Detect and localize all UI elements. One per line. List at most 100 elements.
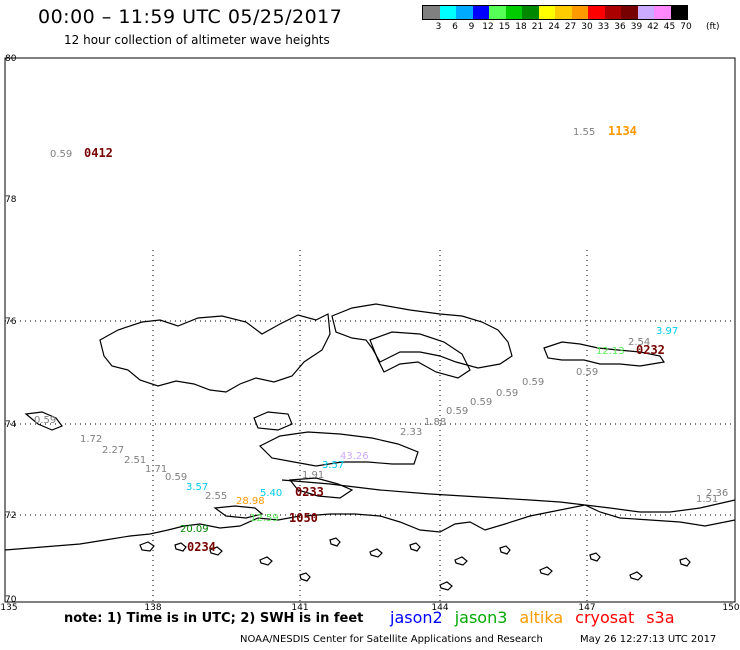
lake-5	[369, 548, 383, 558]
satellite-name: s3a	[646, 608, 675, 627]
wave-height-value: 43.26	[340, 451, 369, 462]
stolbovoy-island	[24, 411, 63, 431]
legend-label: 6	[452, 22, 458, 32]
wave-height-value: 2.36	[706, 488, 728, 499]
longitude-label: 150	[722, 603, 739, 613]
legend-unit: (ft)	[706, 22, 720, 32]
satellite-name: jason2	[390, 608, 443, 627]
latitude-label: 74	[5, 420, 17, 430]
wave-height-value: 1.55	[573, 127, 595, 138]
faddeyevsky-island	[369, 331, 471, 379]
latitude-label: 70	[5, 595, 17, 605]
legend-label: 3	[435, 22, 442, 32]
footer-note: note: 1) Time is in UTC; 2) SWH is in fe…	[64, 611, 364, 626]
lake-9	[539, 566, 553, 576]
legend-swatch	[505, 6, 522, 19]
lake-3	[209, 546, 223, 556]
satellite-name: jason3	[454, 608, 508, 627]
bolshoy-lyakhovsky-island	[258, 431, 419, 467]
legend-swatch	[571, 6, 588, 19]
lake-4	[329, 537, 341, 547]
wave-height-value: 1.51	[696, 494, 718, 505]
legend-swatch	[456, 6, 473, 19]
wave-height-value: 0.59	[165, 472, 187, 483]
lake-14	[299, 572, 311, 582]
longitude-label: 141	[291, 603, 308, 613]
legend-swatch	[555, 6, 572, 19]
legend-label: 21	[531, 22, 544, 32]
lake-8	[499, 545, 511, 555]
legend-label: 39	[630, 22, 643, 32]
legend-swatch	[654, 6, 671, 19]
wave-height-value: 1.88	[424, 417, 446, 428]
wave-height-value: 0.59	[496, 388, 518, 399]
observation-time: 0234	[187, 540, 216, 554]
legend-label: 15	[498, 22, 511, 32]
longitude-labels: 135 138 141 144 147 150	[0, 603, 739, 613]
legend-color-bar	[422, 5, 688, 20]
satellite-name: altika	[519, 608, 564, 627]
kotelny-island	[99, 313, 331, 393]
legend-label: 36	[614, 22, 626, 32]
legend-label: 30	[581, 22, 593, 32]
legend-label: 18	[515, 22, 527, 32]
wave-height-value: 20.09	[180, 524, 209, 535]
lake-2	[174, 542, 187, 552]
map-title: 00:00 – 11:59 UTC 05/25/2017	[38, 6, 343, 28]
legend-swatch	[621, 6, 638, 19]
wave-height-value: 1.71	[145, 464, 167, 475]
observation-time: 0232	[636, 343, 665, 357]
legend-swatch	[604, 6, 621, 19]
latitude-label: 78	[5, 195, 17, 205]
legend-label: 24	[548, 22, 560, 32]
lake-11	[629, 571, 643, 581]
wave-height-value: 12.13	[596, 346, 625, 357]
legend-swatch	[522, 6, 539, 19]
map-subtitle: 12 hour collection of altimeter wave hei…	[64, 33, 330, 47]
wave-height-value: 3.97	[656, 326, 678, 337]
latitude-label: 72	[5, 511, 16, 521]
latitude-label: 80	[5, 54, 17, 64]
legend-swatch	[670, 6, 687, 19]
legend-label: 12	[482, 22, 494, 32]
legend-swatch	[472, 6, 489, 19]
legend-swatch	[439, 6, 456, 19]
legend-label: 27	[564, 22, 577, 32]
wave-height-value: 2.55	[205, 491, 227, 502]
longitude-label: 144	[431, 603, 448, 613]
observation-labels: 0412 1134 0232 0233 1050 0234 0.59 1.55 3.97 2.54…	[34, 124, 728, 554]
legend-label: 70	[680, 22, 692, 32]
legend-labels: (ft) 3 6 9 12 15 18 21 24 27 30 33 36 39 42 45 70	[422, 22, 720, 34]
lake-10	[589, 552, 601, 562]
longitude-label: 147	[578, 603, 595, 613]
wave-height-value: 2.54	[628, 337, 650, 348]
lake-13	[259, 556, 273, 566]
indigirka-coast	[584, 504, 736, 527]
mainland-coast-east	[281, 479, 586, 533]
wave-height-value: 5.40	[260, 488, 282, 499]
mainland-coast-far-east	[584, 499, 736, 513]
wave-height-value: 0.59	[446, 406, 468, 417]
lake-15	[439, 581, 453, 591]
wave-height-value: 3.57	[186, 482, 208, 493]
satellite-name: cryosat	[575, 608, 635, 627]
lake-12	[679, 557, 691, 567]
small-lyakhovsky-island	[288, 477, 354, 499]
wave-height-value: 0.59	[50, 149, 72, 160]
wave-height-value: 0.59	[576, 367, 598, 378]
wave-height-value: 2.27	[102, 445, 124, 456]
wave-height-value: 3.57	[322, 460, 344, 471]
legend-label: 9	[468, 22, 475, 32]
wave-height-value: 2.51	[124, 455, 146, 466]
lena-delta-coast	[213, 505, 264, 519]
map-frame	[4, 57, 736, 603]
wave-height-value: 0.59	[34, 415, 56, 426]
legend-label: 45	[663, 22, 676, 32]
legend-swatch	[489, 6, 506, 19]
latitude-labels: 80 78 76 74 72 70	[5, 54, 17, 605]
observation-time: 0412	[84, 146, 113, 160]
wave-height-legend: (ft) 3 6 9 12 15 18 21 24 27 30 33 36 39 42 45 70	[422, 5, 720, 34]
wave-height-value: 1.91	[302, 470, 324, 481]
wave-height-value: 2.33	[400, 427, 422, 438]
